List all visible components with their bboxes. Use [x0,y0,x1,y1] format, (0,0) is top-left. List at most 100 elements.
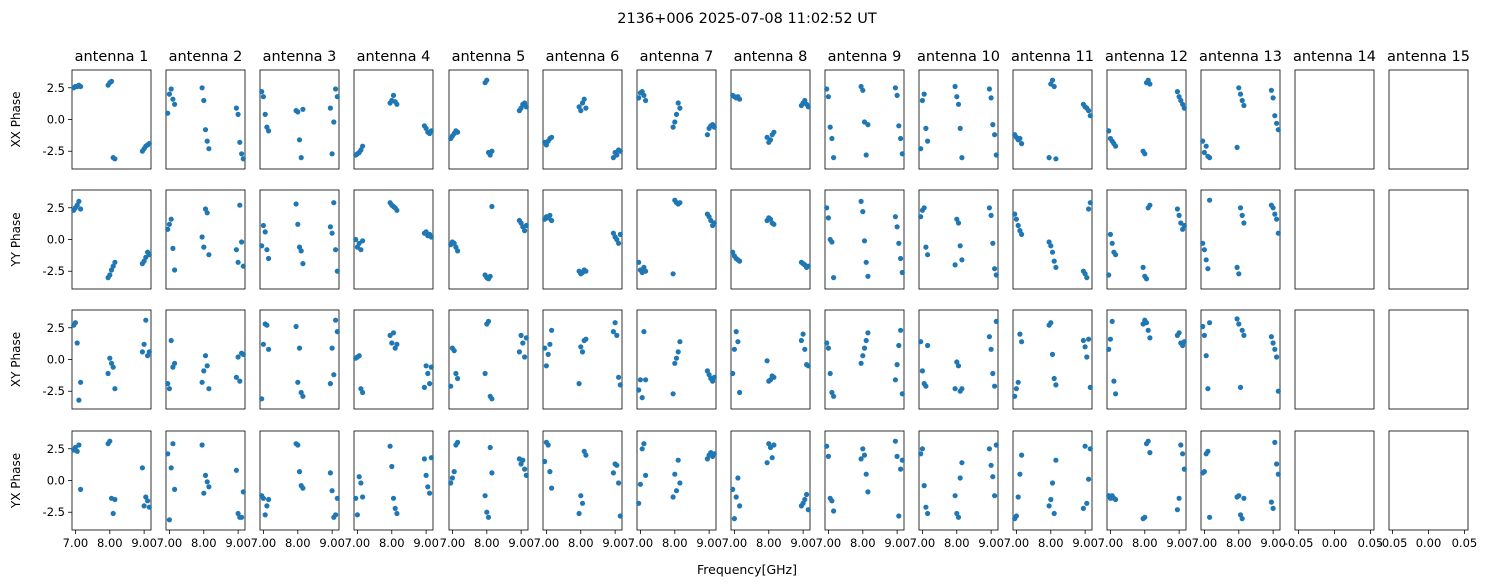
data-point [925,252,931,258]
data-point [771,442,777,448]
data-point [523,104,529,110]
data-point [825,215,832,221]
data-point [923,244,929,250]
data-point [296,137,303,143]
data-point [201,97,207,104]
data-point [861,345,868,351]
data-point [237,139,243,145]
data-point [865,273,871,279]
data-point [334,94,340,100]
data-point [260,222,266,229]
data-point [260,341,266,347]
data-point [331,200,337,206]
antenna-title: antenna 8 [734,49,808,65]
data-point [925,342,931,349]
x-tick-label: 8.00 [1038,536,1064,550]
data-point [1274,216,1280,222]
data-point [898,255,904,262]
x-tick-label: 7.00 [816,536,842,550]
data-point [448,383,454,389]
x-tick-label: 8.00 [568,536,594,550]
data-point [1236,271,1242,277]
data-point [300,485,306,491]
y-tick-label: 0.0 [47,233,65,247]
data-point [986,334,993,340]
data-point [1019,452,1025,458]
subplot-frame [353,69,434,170]
data-point [617,231,623,237]
x-tick-label: 7.00 [910,536,936,550]
data-point [146,141,152,147]
data-point [923,504,929,510]
data-point [1142,151,1148,157]
data-point [986,446,993,452]
subplot-frame [1106,189,1187,290]
data-point [610,470,617,476]
data-point [955,514,962,520]
data-point [1147,335,1153,341]
data-point [1051,258,1057,264]
subplot-frame [1012,309,1093,410]
subplot-frame [1294,189,1375,290]
x-tick-label: 8.00 [474,536,500,550]
data-point [764,460,770,466]
data-point [825,453,832,459]
data-point [266,346,272,352]
data-point [331,119,337,125]
data-point [711,451,717,457]
data-point [673,355,680,361]
data-point [614,332,620,338]
data-point [863,259,869,265]
data-point [1084,500,1090,506]
data-point [990,240,996,246]
x-tick-label: 7.00 [440,536,466,550]
data-point [733,329,739,335]
x-tick-label: 9.00 [978,536,1004,550]
data-point [298,248,304,254]
data-point [1113,143,1119,149]
data-point [892,85,899,91]
data-point [957,243,963,249]
data-point [863,471,869,477]
data-point [993,442,999,448]
data-point [735,475,741,481]
data-point [896,123,902,129]
data-point [453,370,459,377]
data-point [300,261,306,267]
antenna-title: antenna 1 [75,49,149,65]
data-point [1053,382,1059,388]
y-tick-label: -2.5 [43,384,65,398]
data-point [1203,143,1209,149]
data-point [522,228,528,234]
data-point [1275,388,1281,394]
data-point [108,78,115,84]
data-point [1082,344,1088,350]
subplot-frame [1200,309,1281,410]
data-point [547,341,553,347]
x-tick-label: 8.00 [662,536,688,550]
data-point [360,238,366,244]
data-point [583,452,589,458]
data-point [827,124,833,130]
data-point [1174,206,1180,212]
data-point [1174,507,1180,513]
data-point [1207,514,1213,520]
data-point [1142,514,1148,520]
data-point [204,138,210,144]
subplot-frame [259,430,340,531]
data-point [389,340,395,346]
data-point [771,221,777,227]
data-point [549,134,555,140]
data-point [1019,141,1025,147]
data-point [542,345,548,351]
data-point [1017,471,1023,477]
data-point [986,205,993,211]
x-tick-label: -0.05 [1284,536,1314,550]
data-point [356,474,362,480]
data-point [489,396,495,402]
subplot-frame [824,430,905,531]
data-point [1015,222,1021,229]
data-point [201,490,207,496]
data-point [334,329,340,335]
x-tick-label: 7.00 [1098,536,1124,550]
